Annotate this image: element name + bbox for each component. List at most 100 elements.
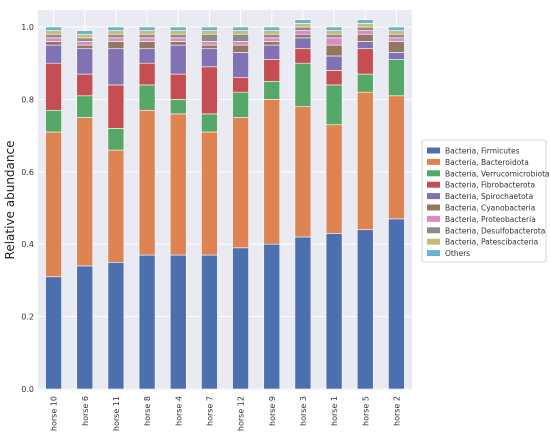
bar-segment: [263, 44, 281, 60]
x-tick-label: horse 11: [112, 396, 121, 431]
bar-segment: [201, 41, 218, 46]
bar-segment: [45, 109, 62, 133]
bar-segment: [388, 33, 405, 39]
bar-segment: [107, 48, 125, 86]
legend-swatch: [427, 158, 440, 165]
legend-swatch: [427, 204, 440, 211]
bar-segment: [388, 95, 405, 220]
bar-segment: [388, 41, 405, 53]
bar-segment: [325, 70, 343, 86]
bar-segment: [356, 26, 374, 31]
bar-segment: [45, 37, 62, 42]
bar-segment: [263, 81, 281, 100]
bar-segment: [263, 99, 281, 245]
bar-segment: [325, 30, 343, 35]
legend-entry: Bacteria, Proteobacteria: [445, 215, 536, 224]
bar-segment: [138, 48, 156, 64]
bar-segment: [76, 41, 94, 46]
bar-segment: [263, 33, 281, 39]
bar-segment: [232, 52, 249, 78]
plot-area: [38, 10, 412, 390]
bar-segment: [388, 37, 405, 42]
bar-segment: [294, 62, 312, 107]
bar-segment: [201, 44, 218, 50]
x-tick-label: horse 4: [174, 396, 183, 426]
bar-segment: [325, 26, 343, 31]
bar-segment: [201, 26, 218, 31]
bar-segment: [169, 73, 187, 100]
x-tick-label: horse 2: [392, 396, 401, 426]
bar-segment: [169, 99, 187, 115]
legend-box: [421, 139, 547, 263]
legend-entry: Bacteria, Bacteroidota: [445, 158, 529, 167]
bar-segment: [388, 218, 405, 390]
bar-segment: [76, 44, 94, 50]
bar-segment: [76, 30, 94, 35]
bar-segment: [325, 55, 343, 71]
bar-segment: [263, 26, 281, 31]
bar-segment: [169, 26, 187, 31]
bar-segment: [138, 41, 156, 50]
bar-segment: [201, 131, 218, 256]
bar-segment: [138, 254, 156, 390]
bar-segment: [263, 243, 281, 390]
bar-segment: [294, 37, 312, 50]
bar-segment: [201, 48, 218, 68]
bar-segment: [45, 26, 62, 31]
bar-segment: [201, 33, 218, 42]
bar-segment: [356, 19, 374, 24]
y-tick-label: 0.0: [21, 385, 34, 394]
bar-segment: [169, 30, 187, 35]
bar-segment: [294, 26, 312, 31]
legend-entry: Bacteria, Patescibacteria: [445, 238, 538, 247]
bar-segment: [169, 113, 187, 256]
legend-entry: Bacteria, Verrucomicrobiota: [445, 169, 550, 178]
bar-segment: [138, 84, 156, 111]
bar-segment: [76, 265, 94, 390]
bar-segment: [76, 48, 94, 75]
bar-segment: [45, 41, 62, 46]
bar-segment: [107, 33, 125, 39]
bar-segment: [169, 37, 187, 42]
bar-segment: [325, 233, 343, 390]
bar-segment: [76, 95, 94, 118]
bar-segment: [45, 62, 62, 111]
bar-segment: [356, 229, 374, 390]
bar-segment: [325, 124, 343, 234]
legend-entry: Bacteria, Spirochaetota: [445, 192, 533, 201]
bar-segment: [356, 73, 374, 93]
legend-swatch: [427, 227, 440, 234]
bar-segment: [294, 33, 312, 39]
bar-segment: [76, 73, 94, 97]
y-tick-label: 0.2: [21, 313, 34, 322]
x-tick-label: horse 1: [330, 396, 339, 426]
bar-segment: [138, 109, 156, 256]
legend-entry: Bacteria, Fibrobacterota: [445, 181, 535, 190]
bar-segment: [107, 84, 125, 129]
x-tick-label: horse 7: [205, 396, 214, 426]
bar-segment: [294, 23, 312, 28]
y-tick-label: 0.6: [21, 168, 34, 177]
bar-segment: [169, 41, 187, 46]
bars: [45, 19, 405, 390]
y-tick-label: 0.8: [21, 95, 34, 104]
legend-swatch: [427, 147, 440, 154]
bar-segment: [294, 106, 312, 238]
bar-segment: [232, 77, 249, 93]
bar-segment: [45, 276, 62, 390]
bar-segment: [232, 247, 249, 390]
bar-segment: [388, 26, 405, 31]
bar-segment: [294, 30, 312, 35]
bar-segment: [388, 30, 405, 35]
bar-segment: [169, 254, 187, 390]
bar-segment: [138, 30, 156, 35]
legend-swatch: [427, 215, 440, 222]
bar-segment: [138, 33, 156, 39]
legend-entry: Bacteria, Firmicutes: [445, 147, 520, 156]
legend-swatch: [427, 238, 440, 245]
bar-segment: [325, 84, 343, 126]
bar-segment: [232, 44, 249, 53]
bar-segment: [201, 66, 218, 115]
bar-segment: [232, 33, 249, 42]
